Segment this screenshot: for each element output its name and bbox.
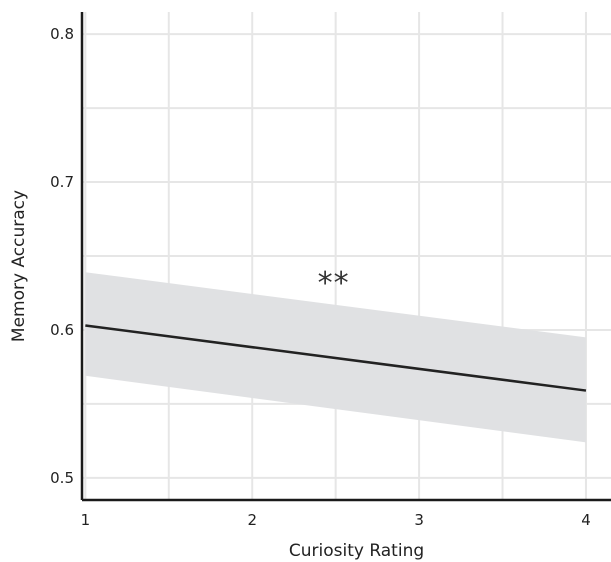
y-axis-title: Memory Accuracy [9,190,29,342]
axes [80,12,611,502]
significance-annotation: ** [318,266,350,301]
regression-line [85,324,587,392]
x-tick-label: 4 [581,511,591,529]
tick-labels: 1 2 3 4 0.5 0.6 0.7 0.8 [50,25,591,529]
y-tick-label: 0.6 [50,321,74,339]
y-tick-label: 0.5 [50,469,74,487]
annotations: ** [318,266,350,301]
x-tick-label: 1 [81,511,91,529]
regression-line-layer [85,324,587,392]
x-tick-label: 3 [414,511,424,529]
y-tick-label: 0.8 [50,25,74,43]
x-axis-title: Curiosity Rating [289,541,424,561]
x-tick-label: 2 [247,511,257,529]
grid [82,12,611,500]
y-tick-label: 0.7 [50,173,74,191]
